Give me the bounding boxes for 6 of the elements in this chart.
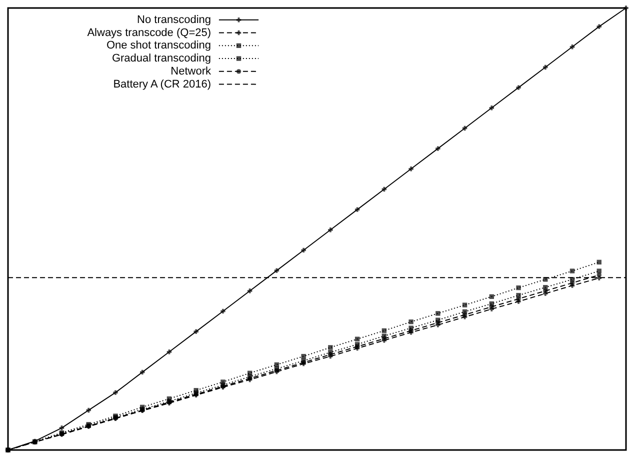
legend-label: Network — [170, 65, 212, 78]
legend-label: Gradual transcoding — [112, 52, 212, 65]
legend-label: One shot transcoding — [106, 40, 212, 52]
legend-label: No transcoding — [137, 14, 212, 26]
legend-label: Battery A (CR 2016) — [113, 78, 212, 90]
legend-label: Always transcode (Q=25) — [87, 26, 212, 39]
